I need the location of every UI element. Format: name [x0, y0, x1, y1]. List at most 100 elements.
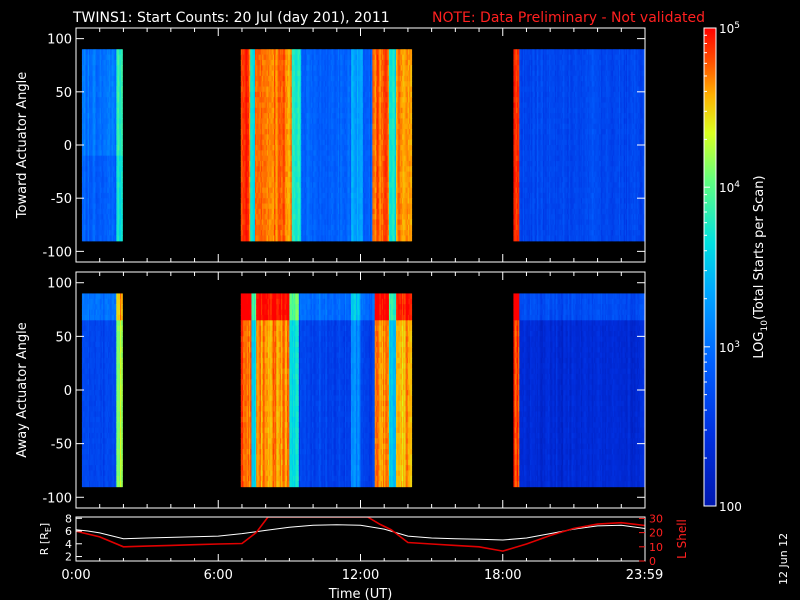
heatmap-cell — [103, 208, 106, 215]
heatmap-cell — [273, 118, 276, 125]
heatmap-cell — [300, 182, 302, 189]
heatmap-cell — [97, 49, 100, 56]
heatmap-cell — [304, 91, 307, 98]
heatmap-cell — [284, 75, 287, 82]
heatmap-cell — [103, 139, 106, 146]
heatmap-cell — [251, 198, 254, 205]
heatmap-cell — [256, 176, 258, 183]
heatmap-cell — [247, 219, 250, 226]
heatmap-cell — [86, 91, 89, 98]
heatmap-cell — [96, 150, 98, 157]
heatmap-cell — [273, 59, 276, 66]
heatmap-cell — [245, 160, 248, 167]
heatmap-cell — [90, 187, 93, 194]
heatmap-cell — [290, 118, 293, 125]
heatmap-cell — [265, 166, 268, 173]
heatmap-cell — [253, 224, 256, 231]
heatmap-cell — [251, 107, 254, 114]
heatmap-cell — [105, 192, 108, 199]
heatmap-cell — [87, 224, 90, 231]
heatmap-cell — [300, 70, 302, 77]
heatmap-cell — [246, 224, 249, 231]
heatmap-cell — [259, 182, 262, 189]
heatmap-cell — [96, 97, 98, 104]
heatmap-cell — [302, 65, 305, 72]
heatmap-cell — [102, 70, 104, 77]
heatmap-cell — [99, 192, 102, 199]
heatmap-cell — [240, 129, 243, 135]
heatmap-cell — [117, 54, 120, 61]
heatmap-cell — [298, 81, 301, 88]
heatmap-cell — [250, 118, 253, 125]
heatmap-cell — [269, 65, 272, 72]
heatmap-cell — [89, 123, 91, 130]
heatmap-cell — [262, 113, 264, 120]
heatmap-cell — [81, 203, 84, 210]
heatmap-cell — [116, 150, 119, 157]
heatmap-cell — [262, 97, 264, 104]
heatmap-cell — [103, 113, 106, 120]
heatmap-cell — [92, 113, 95, 120]
heatmap-cell — [96, 192, 98, 199]
heatmap-cell — [255, 155, 257, 162]
heatmap-cell — [96, 198, 98, 205]
heatmap-cell — [262, 224, 264, 231]
heatmap-cell — [258, 102, 261, 109]
heatmap-cell — [282, 81, 285, 88]
heatmap-cell — [276, 59, 279, 66]
heatmap-cell — [249, 54, 251, 61]
heatmap-cell — [268, 166, 270, 173]
heatmap-cell — [91, 155, 94, 162]
heatmap-cell — [297, 160, 300, 167]
heatmap-cell — [253, 182, 256, 189]
heatmap-cell — [243, 192, 245, 199]
heatmap-cell — [277, 166, 280, 173]
heatmap-cell — [282, 65, 285, 72]
heatmap-cell — [271, 49, 274, 56]
heatmap-cell — [292, 198, 295, 205]
heatmap-cell — [86, 107, 89, 114]
heatmap-cell — [271, 91, 274, 98]
heatmap-cell — [298, 118, 301, 125]
heatmap-cell — [240, 235, 243, 242]
heatmap-cell — [263, 49, 266, 56]
heatmap-cell — [240, 97, 243, 104]
heatmap-cell — [266, 219, 269, 226]
heatmap-cell — [273, 187, 276, 194]
heatmap-cell — [288, 107, 290, 114]
heatmap-cell — [121, 208, 123, 215]
heatmap-cell — [287, 97, 289, 104]
heatmap-cell — [98, 123, 101, 130]
heatmap-cell — [111, 75, 114, 82]
heatmap-cell — [270, 70, 273, 77]
heatmap-cell — [271, 54, 274, 61]
heatmap-cell — [104, 118, 107, 125]
heatmap-cell — [94, 123, 97, 130]
heatmap-cell — [250, 49, 253, 56]
heatmap-cell — [291, 75, 294, 82]
heatmap-cell — [104, 59, 107, 66]
heatmap-cell — [271, 107, 274, 114]
heatmap-cell — [241, 176, 244, 183]
heatmap-cell — [112, 182, 115, 189]
heatmap-cell — [277, 86, 280, 93]
heatmap-cell — [297, 134, 300, 141]
heatmap-cell — [290, 214, 293, 221]
heatmap-cell — [83, 187, 85, 194]
heatmap-cell — [257, 187, 260, 194]
heatmap-cell — [287, 208, 289, 215]
heatmap-cell — [109, 54, 111, 61]
heatmap-cell — [81, 86, 84, 93]
heatmap-cell — [279, 75, 282, 82]
heatmap-cell — [278, 118, 281, 125]
heatmap-cell — [272, 176, 275, 183]
heatmap-cell — [302, 203, 305, 210]
heatmap-cell — [287, 129, 289, 135]
heatmap-cell — [106, 214, 109, 221]
heatmap-cell — [99, 113, 102, 120]
heatmap-cell — [268, 97, 270, 104]
heatmap-cell — [292, 214, 295, 221]
heatmap-cell — [279, 134, 282, 141]
heatmap-cell — [109, 129, 111, 135]
heatmap-cell — [265, 123, 268, 130]
